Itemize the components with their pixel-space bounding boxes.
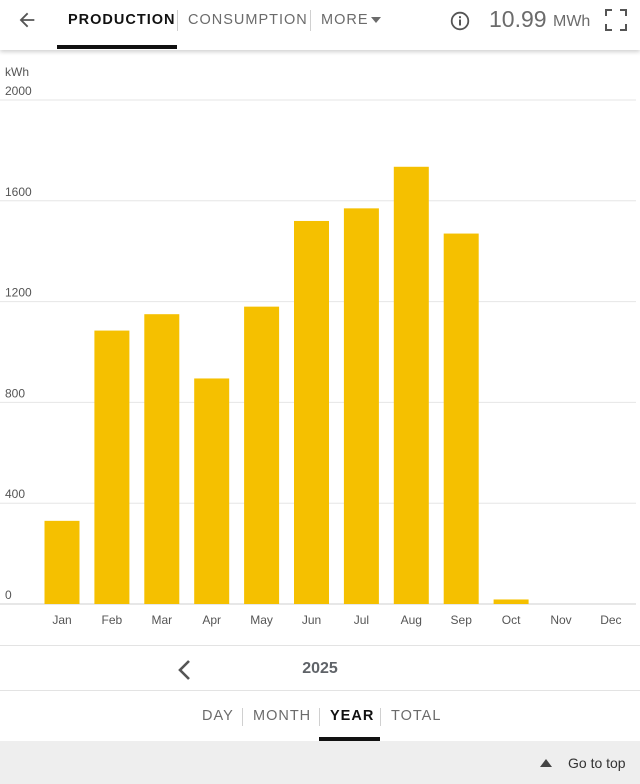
tab-total[interactable]: TOTAL: [391, 708, 442, 724]
fullscreen-icon[interactable]: [604, 8, 628, 32]
top-bar: PRODUCTION CONSUMPTION MORE 10.99 MWh: [0, 0, 640, 50]
footer-bar: [0, 741, 640, 784]
y-tick-label: 1200: [5, 286, 32, 300]
y-tick-label: 1600: [5, 185, 32, 199]
y-axis-label: kWh: [5, 65, 29, 79]
previous-period-button[interactable]: [172, 656, 198, 684]
divider: [0, 690, 640, 691]
x-tick-label: Apr: [202, 613, 221, 627]
production-bar-chart: kWh 0 400 800 1200 1600 2000 Jan Feb Mar Apr May J…: [0, 65, 636, 627]
chevron-down-icon[interactable]: [371, 17, 381, 23]
x-tick-label: Mar: [151, 613, 172, 627]
triangle-up-icon: [540, 759, 552, 767]
tab-consumption[interactable]: CONSUMPTION: [188, 12, 308, 28]
x-tick-label: Jun: [302, 613, 321, 627]
tab-more[interactable]: MORE: [321, 12, 369, 28]
go-to-top-button[interactable]: Go to top: [540, 755, 626, 771]
y-tick-label: 2000: [5, 84, 32, 98]
bar-feb[interactable]: [94, 330, 130, 604]
bar-mar[interactable]: [144, 314, 180, 604]
x-tick-label: Jul: [354, 613, 369, 627]
tab-separator: [380, 708, 381, 726]
tab-separator: [310, 10, 311, 31]
bar-apr[interactable]: [194, 378, 230, 604]
period-label: 2025: [302, 660, 338, 677]
bar-sep[interactable]: [443, 233, 479, 604]
total-production-unit: MWh: [553, 13, 591, 30]
tab-year[interactable]: YEAR: [330, 708, 375, 724]
y-tick-label: 400: [5, 487, 25, 501]
tab-separator: [242, 708, 243, 726]
y-tick-label: 0: [5, 588, 12, 602]
x-tick-label: Feb: [102, 613, 123, 627]
tab-day[interactable]: DAY: [202, 708, 234, 724]
tab-month[interactable]: MONTH: [253, 708, 312, 724]
divider: [0, 645, 640, 646]
tab-production[interactable]: PRODUCTION: [68, 12, 176, 28]
x-tick-label: May: [250, 613, 273, 627]
bar-oct[interactable]: [493, 599, 529, 604]
active-tab-indicator: [57, 45, 177, 49]
tab-separator: [177, 10, 178, 31]
tab-separator: [319, 708, 320, 726]
x-tick-label: Aug: [401, 613, 422, 627]
x-tick-label: Nov: [550, 613, 571, 627]
bar-jul[interactable]: [343, 208, 379, 605]
info-icon[interactable]: [450, 11, 470, 31]
bar-jun[interactable]: [294, 220, 329, 604]
active-range-indicator: [319, 737, 380, 741]
x-tick-label: Oct: [502, 613, 521, 627]
bar-jan[interactable]: [44, 520, 80, 604]
bar-may[interactable]: [244, 306, 280, 604]
x-tick-label: Sep: [451, 613, 473, 627]
x-tick-label: Dec: [600, 613, 621, 627]
y-tick-label: 800: [5, 386, 25, 400]
back-arrow-icon[interactable]: [14, 7, 40, 33]
go-to-top-label: Go to top: [568, 755, 626, 771]
x-tick-label: Jan: [52, 613, 71, 627]
total-production-value: 10.99: [489, 6, 547, 32]
bar-aug[interactable]: [393, 166, 429, 604]
